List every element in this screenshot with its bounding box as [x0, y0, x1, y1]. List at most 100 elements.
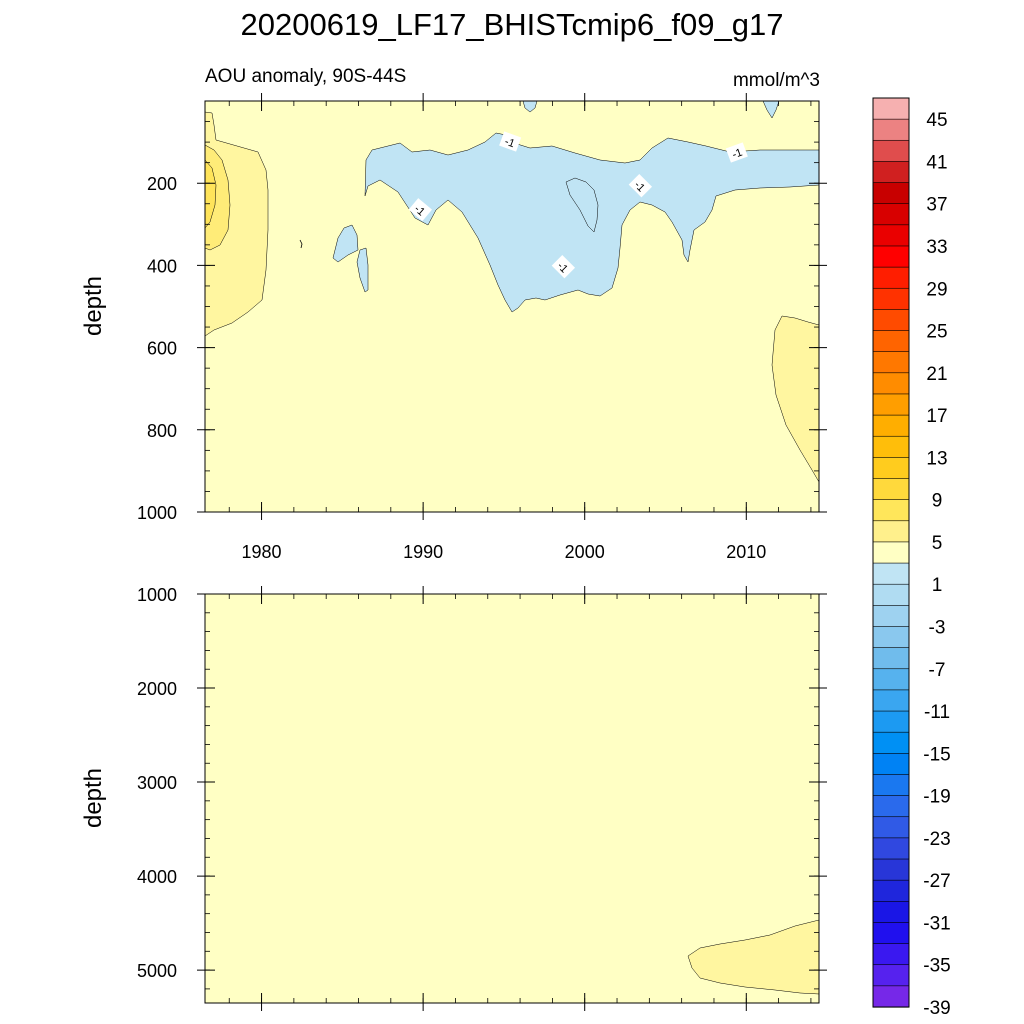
colorbar-swatch	[872, 541, 910, 564]
colorbar-swatch	[872, 879, 910, 902]
colorbar-swatch	[872, 922, 910, 945]
colorbar-swatch	[872, 943, 910, 966]
upper-axis-ticks: 1980 1990 2000 2010 200 400 600 800 1000	[137, 93, 827, 562]
y-tick-label: 2000	[137, 679, 177, 699]
colorbar-swatch	[872, 901, 910, 924]
colorbar-label: -7	[929, 660, 946, 681]
colorbar-swatch	[872, 224, 910, 247]
colorbar-swatch	[872, 774, 910, 797]
colorbar-swatch	[872, 97, 910, 120]
colorbar-label: -35	[923, 956, 950, 977]
y-tick-label: 5000	[137, 961, 177, 981]
colorbar-label: -15	[923, 744, 950, 765]
colorbar-label: 29	[926, 279, 947, 300]
contour-fill-positive-lower	[687, 919, 819, 995]
colorbar-swatch	[872, 330, 910, 353]
colorbar-swatch	[872, 287, 910, 310]
x-tick-label: 2010	[726, 542, 766, 562]
colorbar-swatch	[872, 605, 910, 628]
colorbar-label: -23	[923, 829, 950, 850]
y-tick-label: 4000	[137, 867, 177, 887]
colorbar-label: 33	[926, 237, 947, 258]
contour-label-1: -1	[499, 131, 522, 152]
colorbar-label: 9	[932, 491, 943, 512]
colorbar-label: 25	[926, 322, 947, 343]
colorbar-swatch	[872, 499, 910, 522]
colorbar-swatch	[872, 372, 910, 395]
contour-fill-negative-small-4	[762, 101, 780, 119]
y-tick-label: 3000	[137, 773, 177, 793]
colorbar-swatch	[872, 795, 910, 818]
colorbar-swatch	[872, 710, 910, 733]
colorbar-swatch	[872, 689, 910, 712]
contour-line-dot	[299, 239, 303, 249]
colorbar-swatch	[872, 203, 910, 226]
colorbar-label: 41	[926, 152, 947, 173]
contour-label-2: -1	[408, 198, 433, 222]
y-tick-label: 200	[147, 174, 177, 194]
colorbar-swatch	[872, 583, 910, 606]
upper-panel: -1 -1 -1 -1 -1 1980 1990 2000 2010 200 400 600…	[80, 93, 827, 562]
colorbar-frame	[872, 97, 910, 1008]
colorbar-label: 21	[926, 364, 947, 385]
colorbar-swatch	[872, 351, 910, 374]
contour-fill-background-lower	[205, 594, 819, 1003]
colorbar-label: 17	[926, 406, 947, 427]
lower-plot-frame	[204, 593, 820, 1004]
colorbar-swatch	[872, 520, 910, 543]
upper-y-axis-title: depth	[80, 276, 107, 336]
colorbar: 45 41 37 33 29 25 21 17 13 9 5 1 -3 -7 -11 -15 -19 -23 -27…	[872, 97, 951, 1019]
colorbar-swatch	[872, 309, 910, 332]
colorbar-swatch	[872, 816, 910, 839]
contour-label-5: -1	[725, 142, 748, 163]
colorbar-swatch	[872, 985, 910, 1008]
chart-title: 20200619_LF17_BHISTcmip6_f09_g17	[241, 7, 784, 42]
colorbar-swatch	[872, 118, 910, 141]
colorbar-label: 5	[932, 533, 943, 554]
colorbar-swatch	[872, 731, 910, 754]
contour-fill-negative-small-2	[356, 247, 369, 293]
y-tick-label: 400	[147, 256, 177, 276]
colorbar-swatch	[872, 668, 910, 691]
x-tick-label: 2000	[565, 542, 605, 562]
colorbar-label: 37	[926, 195, 947, 216]
colorbar-label: 1	[932, 575, 943, 596]
colorbar-label: -27	[923, 871, 950, 892]
panel-subtitle-left: AOU anomaly, 90S-44S	[205, 66, 406, 87]
colorbar-swatch	[872, 478, 910, 501]
y-tick-label: 800	[147, 421, 177, 441]
colorbar-swatch	[872, 182, 910, 205]
contour-fill-positive-3	[205, 159, 217, 229]
svg-text:-1: -1	[731, 147, 744, 162]
colorbar-swatch	[872, 964, 910, 987]
colorbar-swatch	[872, 626, 910, 649]
colorbar-swatch	[872, 837, 910, 860]
colorbar-swatch	[872, 161, 910, 184]
x-tick-label: 1980	[242, 542, 282, 562]
contour-label-3: -1	[551, 254, 576, 279]
colorbar-label: 45	[926, 110, 947, 131]
y-tick-label: 600	[147, 339, 177, 359]
colorbar-label: -31	[923, 913, 950, 934]
y-tick-label: 1000	[137, 503, 177, 523]
contour-label-4: -1	[628, 173, 653, 198]
colorbar-swatch	[872, 858, 910, 881]
colorbar-swatch	[872, 647, 910, 670]
contour-fill-positive-4	[771, 315, 819, 483]
colorbar-swatch	[872, 266, 910, 289]
colorbar-swatch	[872, 457, 910, 480]
lower-axis-ticks: 1000 2000 3000 4000 5000	[137, 585, 827, 1011]
colorbar-label: 13	[926, 448, 947, 469]
colorbar-swatch	[872, 393, 910, 416]
colorbar-swatch	[872, 435, 910, 458]
contour-fill-negative-small-1	[332, 224, 359, 263]
contour-line-closed	[565, 177, 599, 233]
x-tick-label: 1990	[403, 542, 443, 562]
lower-y-axis-title: depth	[80, 768, 107, 828]
colorbar-label: -39	[923, 998, 950, 1019]
svg-text:-1: -1	[503, 136, 516, 151]
units-label: mmol/m^3	[733, 70, 820, 91]
colorbar-swatch	[872, 414, 910, 437]
colorbar-swatch	[872, 139, 910, 163]
upper-contour-field: -1 -1 -1 -1 -1	[205, 101, 819, 512]
